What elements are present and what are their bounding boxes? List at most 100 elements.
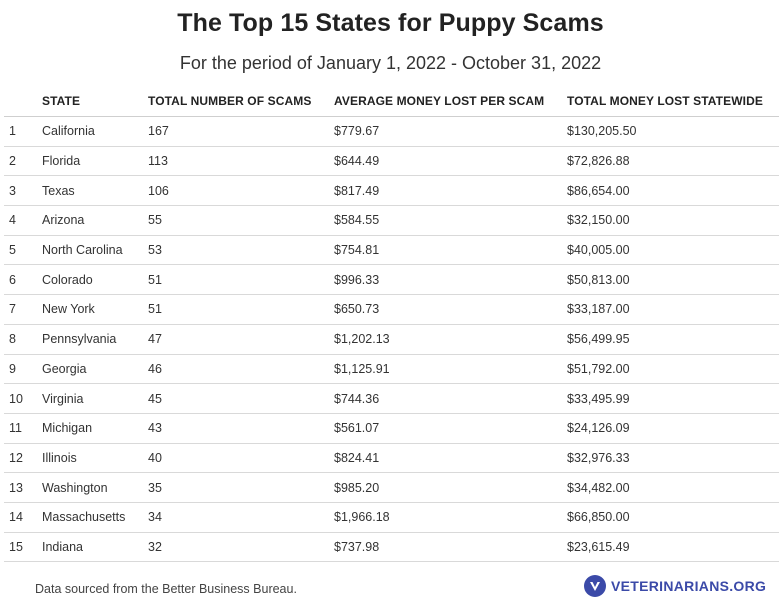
cell-total-lost: $56,499.95 (567, 324, 779, 355)
cell-total-scams: 55 (148, 205, 334, 236)
cell-average-lost: $824.41 (334, 443, 567, 474)
cell-average-lost: $561.07 (334, 413, 567, 444)
cell-total-scams: 51 (148, 264, 334, 296)
cell-average-lost: $744.36 (334, 383, 567, 414)
cell-total-lost: $33,187.00 (567, 294, 779, 325)
cell-total-scams: 47 (148, 324, 334, 355)
cell-average-lost: $996.33 (334, 264, 567, 296)
cell-total-scams: 32 (148, 532, 334, 563)
cell-rank: 9 (4, 354, 42, 385)
cell-total-scams: 106 (148, 175, 334, 207)
scams-table: STATE TOTAL NUMBER OF SCAMS AVERAGE MONE… (4, 86, 779, 563)
cell-rank: 7 (4, 294, 42, 325)
cell-total-scams: 51 (148, 294, 334, 325)
cell-state: Washington (42, 472, 148, 503)
table-row: 7 New York 51 $650.73 $33,187.00 (4, 294, 779, 325)
table-row: 13 Washington 35 $985.20 $34,482.00 (4, 472, 779, 503)
cell-state: Michigan (42, 413, 148, 444)
header-state: STATE (42, 86, 148, 117)
table-row: 5 North Carolina 53 $754.81 $40,005.00 (4, 235, 779, 266)
cell-total-scams: 53 (148, 235, 334, 266)
cell-average-lost: $737.98 (334, 532, 567, 563)
cell-average-lost: $779.67 (334, 116, 567, 147)
table-row: 2 Florida 113 $644.49 $72,826.88 (4, 146, 779, 177)
cell-rank: 5 (4, 235, 42, 266)
brand-name: VETERINARIANS.ORG (611, 578, 767, 594)
cell-rank: 3 (4, 175, 42, 207)
cell-rank: 13 (4, 472, 42, 503)
cell-average-lost: $1,966.18 (334, 502, 567, 533)
header-total-scams: TOTAL NUMBER OF SCAMS (148, 86, 334, 117)
table-row: 14 Massachusetts 34 $1,966.18 $66,850.00 (4, 502, 779, 533)
table-row: 10 Virginia 45 $744.36 $33,495.99 (4, 383, 779, 414)
cell-rank: 1 (4, 116, 42, 147)
header-rank (4, 86, 42, 117)
cell-rank: 11 (4, 413, 42, 444)
header-total-lost: TOTAL MONEY LOST STATEWIDE (567, 86, 779, 117)
cell-rank: 15 (4, 532, 42, 563)
cell-average-lost: $584.55 (334, 205, 567, 236)
table-row: 11 Michigan 43 $561.07 $24,126.09 (4, 413, 779, 444)
chart-title: The Top 15 States for Puppy Scams (177, 9, 604, 37)
cell-average-lost: $1,125.91 (334, 354, 567, 385)
cell-total-lost: $23,615.49 (567, 532, 779, 563)
cell-state: Pennsylvania (42, 324, 148, 355)
cell-state: Illinois (42, 443, 148, 474)
cell-total-lost: $32,150.00 (567, 205, 779, 236)
cell-total-lost: $32,976.33 (567, 443, 779, 474)
table-row: 12 Illinois 40 $824.41 $32,976.33 (4, 443, 779, 474)
table-header-row: STATE TOTAL NUMBER OF SCAMS AVERAGE MONE… (4, 86, 779, 117)
header-average-lost: AVERAGE MONEY LOST PER SCAM (334, 86, 567, 117)
cell-average-lost: $650.73 (334, 294, 567, 325)
table-row: 6 Colorado 51 $996.33 $50,813.00 (4, 264, 779, 296)
cell-total-lost: $72,826.88 (567, 146, 779, 177)
cell-rank: 6 (4, 264, 42, 296)
cell-state: Virginia (42, 383, 148, 414)
cell-total-scams: 167 (148, 116, 334, 147)
cell-total-lost: $40,005.00 (567, 235, 779, 266)
cell-state: Georgia (42, 354, 148, 385)
cell-total-lost: $86,654.00 (567, 175, 779, 207)
cell-state: Arizona (42, 205, 148, 236)
cell-total-lost: $24,126.09 (567, 413, 779, 444)
cell-total-scams: 34 (148, 502, 334, 533)
brand-logo[interactable]: VETERINARIANS.ORG (584, 575, 766, 597)
cell-total-scams: 45 (148, 383, 334, 414)
cell-state: North Carolina (42, 235, 148, 266)
cell-average-lost: $985.20 (334, 472, 567, 503)
table-body: 1 California 167 $779.67 $130,205.50 2 Florida… (4, 116, 779, 563)
table-row: 8 Pennsylvania 47 $1,202.13 $56,499.95 (4, 324, 779, 355)
source-note: Data sourced from the Better Business Bu… (35, 582, 297, 596)
table-row: 1 California 167 $779.67 $130,205.50 (4, 116, 779, 147)
cell-average-lost: $644.49 (334, 146, 567, 177)
cell-total-scams: 113 (148, 146, 334, 177)
cell-total-scams: 46 (148, 354, 334, 385)
chart-subtitle: For the period of January 1, 2022 - Octo… (179, 53, 602, 73)
cell-rank: 14 (4, 502, 42, 533)
cell-state: California (42, 116, 148, 147)
cell-total-lost: $51,792.00 (567, 354, 779, 385)
cell-average-lost: $817.49 (334, 175, 567, 207)
cell-total-scams: 40 (148, 443, 334, 474)
cell-total-lost: $130,205.50 (567, 116, 779, 147)
cell-total-scams: 35 (148, 472, 334, 503)
cell-total-lost: $66,850.00 (567, 502, 779, 533)
table-row: 15 Indiana 32 $737.98 $23,615.49 (4, 532, 779, 563)
cell-total-lost: $34,482.00 (567, 472, 779, 503)
cell-total-lost: $50,813.00 (567, 264, 779, 296)
cell-average-lost: $1,202.13 (334, 324, 567, 355)
cell-state: Florida (42, 146, 148, 177)
v-shield-icon (584, 575, 606, 597)
cell-state: Colorado (42, 264, 148, 296)
cell-rank: 2 (4, 146, 42, 177)
cell-rank: 10 (4, 383, 42, 414)
cell-rank: 4 (4, 205, 42, 236)
cell-total-lost: $33,495.99 (567, 383, 779, 414)
cell-state: Massachusetts (42, 502, 148, 533)
cell-rank: 12 (4, 443, 42, 474)
cell-total-scams: 43 (148, 413, 334, 444)
cell-average-lost: $754.81 (334, 235, 567, 266)
cell-state: New York (42, 294, 148, 325)
cell-state: Texas (42, 175, 148, 207)
cell-state: Indiana (42, 532, 148, 563)
